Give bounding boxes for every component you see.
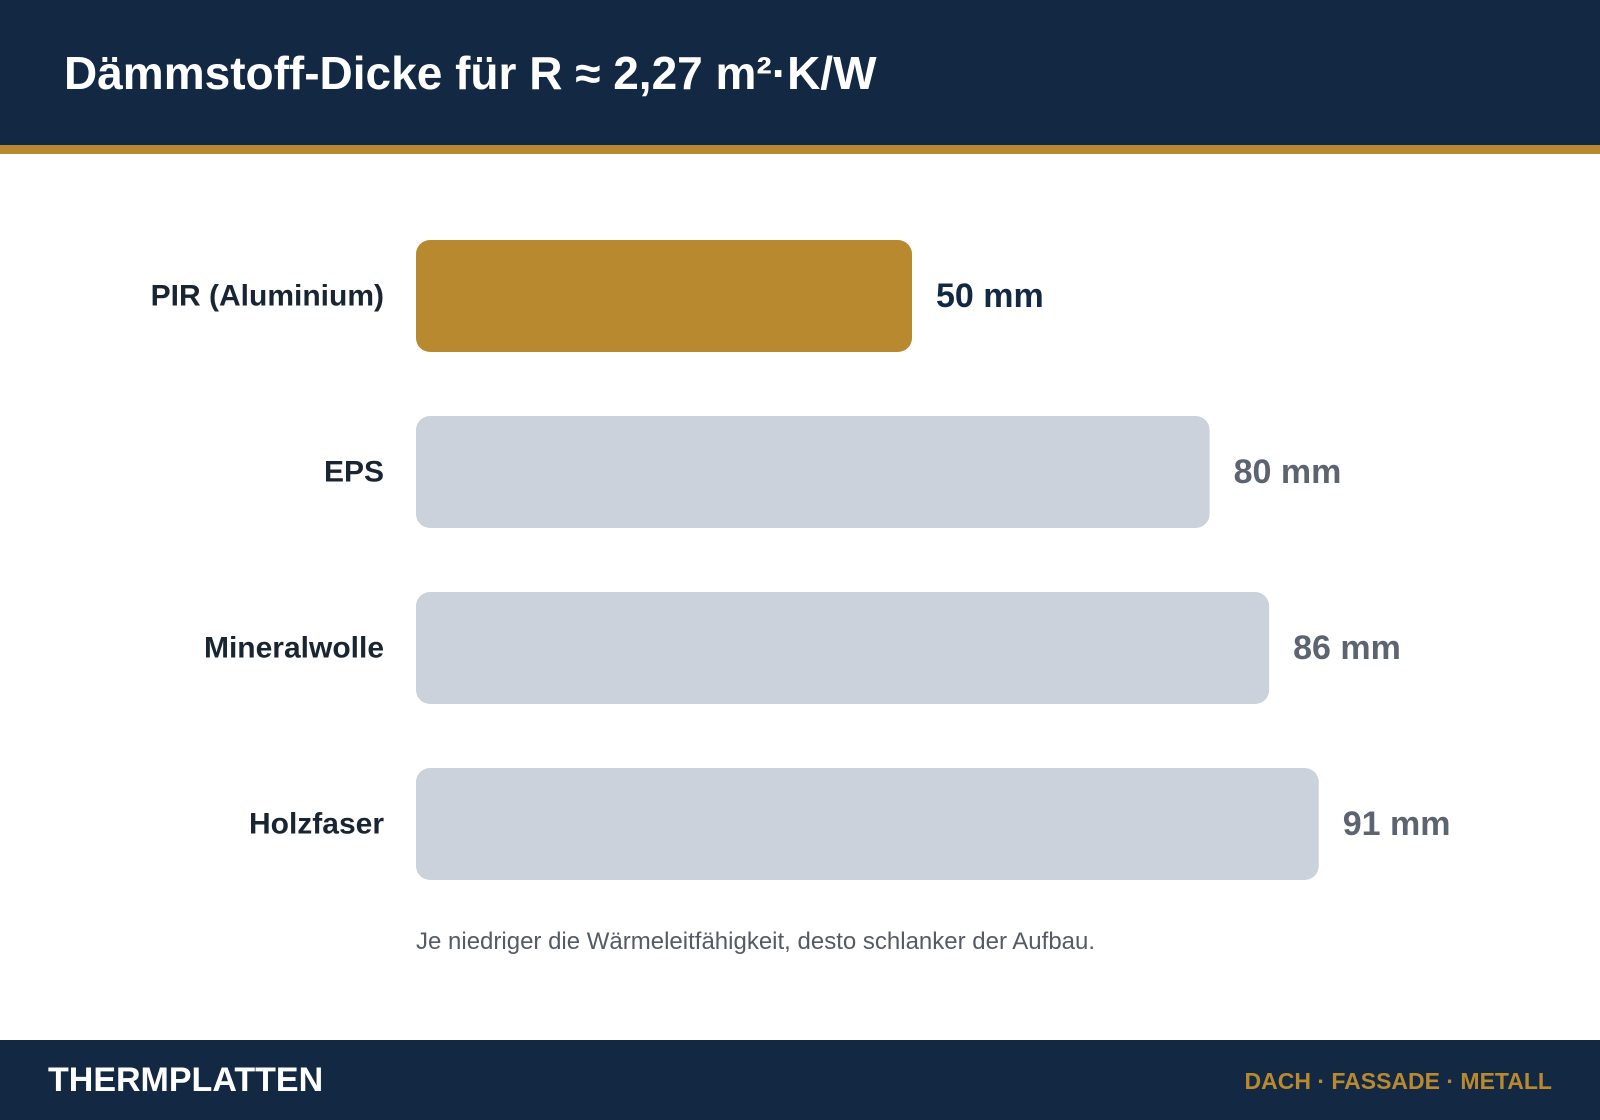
value-label: 80 mm bbox=[1234, 453, 1342, 491]
value-label: 86 mm bbox=[1293, 629, 1401, 667]
category-label: EPS bbox=[324, 456, 384, 489]
category-label: Holzfaser bbox=[249, 808, 384, 841]
category-label: Mineralwolle bbox=[204, 632, 384, 665]
chart-footnote: Je niedriger die Wärmeleitfähigkeit, des… bbox=[416, 928, 1096, 955]
brand-name: THERMPLATTEN bbox=[48, 1061, 324, 1099]
brand-tagline: DACH · FASSADE · METALL bbox=[1244, 1068, 1552, 1094]
bar bbox=[416, 240, 912, 352]
page-title: Dämmstoff-Dicke für R ≈ 2,27 m²·K/W bbox=[64, 47, 877, 99]
footer-bar: THERMPLATTEN DACH · FASSADE · METALL bbox=[0, 1040, 1600, 1120]
header-bar: Dämmstoff-Dicke für R ≈ 2,27 m²·K/W bbox=[0, 0, 1600, 145]
value-label: 91 mm bbox=[1343, 805, 1451, 843]
value-label: 50 mm bbox=[936, 277, 1044, 315]
bar bbox=[416, 416, 1210, 528]
header-accent-line bbox=[0, 145, 1600, 154]
bar bbox=[416, 592, 1270, 704]
bar-chart: PIR (Aluminium) 50 mm EPS 80 mm Mineralwolle… bbox=[151, 240, 1451, 880]
bar bbox=[416, 768, 1319, 880]
category-label: PIR (Aluminium) bbox=[151, 280, 384, 313]
